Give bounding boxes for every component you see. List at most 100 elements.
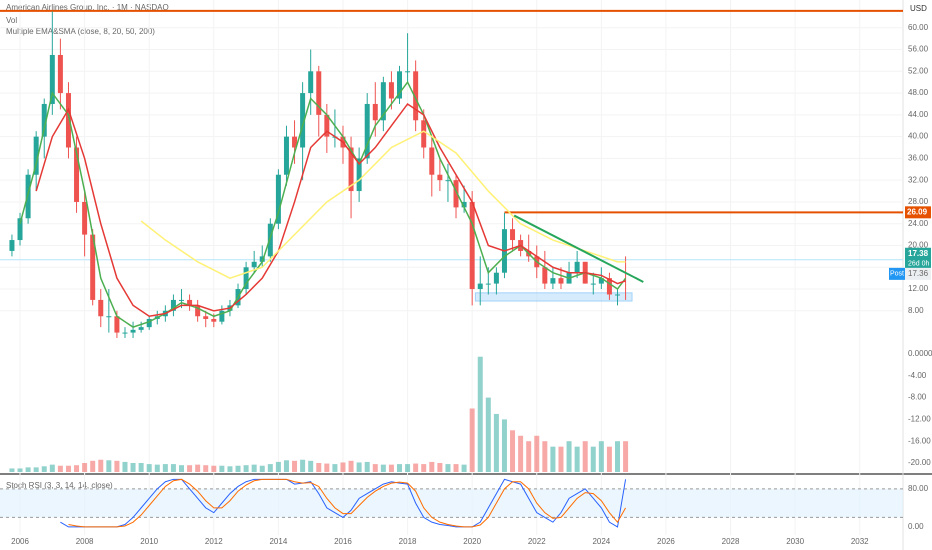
- post-price-label: 17.36: [908, 269, 929, 278]
- volume-bar: [566, 441, 572, 472]
- volume-bar: [429, 461, 435, 472]
- volume-bar: [57, 465, 63, 472]
- indicator-title: Multiple EMA&SMA (close, 8, 20, 50, 200): [6, 27, 155, 36]
- volume-bar: [453, 464, 459, 472]
- volume-bar: [542, 441, 548, 472]
- candle-body: [65, 93, 71, 148]
- candle-body: [243, 267, 249, 290]
- candle-body: [493, 272, 499, 284]
- volume-bar: [485, 397, 491, 472]
- y-tick-label: -4.00: [908, 371, 927, 380]
- volume-bar: [17, 468, 23, 472]
- volume-bar: [65, 465, 71, 472]
- candle-body: [211, 318, 217, 322]
- volume-bar: [380, 464, 386, 472]
- candle-body: [550, 278, 556, 284]
- x-tick-label: 2020: [463, 537, 481, 546]
- volume-bar: [203, 465, 209, 472]
- volume-bar: [526, 441, 532, 472]
- y-tick-label: 24.00: [908, 219, 929, 228]
- candle-body: [388, 82, 394, 99]
- volume-bar: [187, 465, 193, 472]
- candle-body: [130, 329, 136, 333]
- y-tick-label: 32.00: [908, 175, 929, 184]
- stoch-line: [68, 478, 627, 528]
- volume-bar: [259, 465, 265, 472]
- ema-line: [35, 102, 626, 318]
- volume-bar: [179, 465, 185, 472]
- candle-body: [477, 283, 483, 290]
- volume-bar: [437, 463, 443, 472]
- volume-bar: [574, 446, 580, 472]
- volume-bar: [9, 468, 15, 472]
- volume-bar: [413, 463, 419, 472]
- volume-bar: [267, 464, 273, 472]
- volume-bar: [82, 463, 88, 472]
- volume-bar: [195, 464, 201, 472]
- candle-body: [275, 174, 281, 224]
- y-tick-label: 80.00: [908, 484, 929, 493]
- y-tick-label: -12.00: [908, 415, 931, 424]
- candle-body: [267, 223, 273, 257]
- volume-bar: [106, 460, 112, 472]
- candle-body: [356, 158, 362, 192]
- candle-body: [469, 201, 475, 290]
- candle-body: [405, 71, 411, 73]
- volume-bar: [477, 356, 483, 472]
- candle-body: [485, 283, 491, 285]
- candle-body: [324, 114, 330, 137]
- x-tick-label: 2028: [722, 537, 740, 546]
- x-tick-label: 2030: [786, 537, 804, 546]
- volume-bar: [33, 467, 39, 472]
- volume-bar: [534, 435, 540, 472]
- volume-bar: [501, 419, 507, 472]
- candle-body: [74, 147, 80, 202]
- volume-bar: [211, 465, 217, 472]
- volume-bar: [98, 459, 104, 472]
- volume-bar: [162, 464, 168, 472]
- y-tick-label: 56.00: [908, 45, 929, 54]
- x-tick-label: 2022: [528, 537, 546, 546]
- x-tick-label: 2024: [592, 537, 610, 546]
- volume-bar: [356, 462, 362, 472]
- volume-bar: [74, 465, 80, 472]
- volume-bar: [122, 461, 128, 472]
- candle-body: [138, 327, 144, 330]
- candle-body: [146, 318, 152, 328]
- volume-bar: [300, 459, 306, 472]
- volume-bar: [283, 460, 289, 472]
- volume-bar: [154, 464, 160, 472]
- candle-body: [283, 136, 289, 175]
- y-tick-label: 12.00: [908, 284, 929, 293]
- volume-bar: [606, 446, 612, 472]
- candle-body: [114, 316, 120, 333]
- candle-body: [300, 93, 306, 148]
- y-tick-label: 36.00: [908, 154, 929, 163]
- volume-bar: [114, 460, 120, 472]
- candle-body: [453, 180, 459, 208]
- chart-title: American Airlines Group, Inc. · 1M · NAS…: [6, 3, 169, 12]
- candle-body: [17, 218, 23, 241]
- currency: USD: [910, 4, 927, 13]
- y-tick-label: 48.00: [908, 88, 929, 97]
- volume-bar: [461, 464, 467, 472]
- candle-body: [542, 267, 548, 284]
- candle-body: [82, 201, 88, 235]
- volume-bar: [332, 464, 338, 472]
- candle-body: [380, 82, 386, 121]
- x-tick-label: 2032: [851, 537, 869, 546]
- candle-body: [429, 147, 435, 175]
- y-tick-label: 0.00: [908, 522, 924, 531]
- volume-bar: [324, 463, 330, 472]
- volume-bar: [25, 467, 31, 472]
- x-tick-label: 2026: [657, 537, 675, 546]
- volume-bar: [340, 462, 346, 472]
- x-tick-label: 2008: [76, 537, 94, 546]
- candle-body: [203, 316, 209, 319]
- x-tick-label: 2006: [11, 537, 29, 546]
- volume-bar: [493, 413, 499, 472]
- candle-body: [90, 234, 96, 300]
- y-tick-label: 0.0000: [908, 349, 932, 358]
